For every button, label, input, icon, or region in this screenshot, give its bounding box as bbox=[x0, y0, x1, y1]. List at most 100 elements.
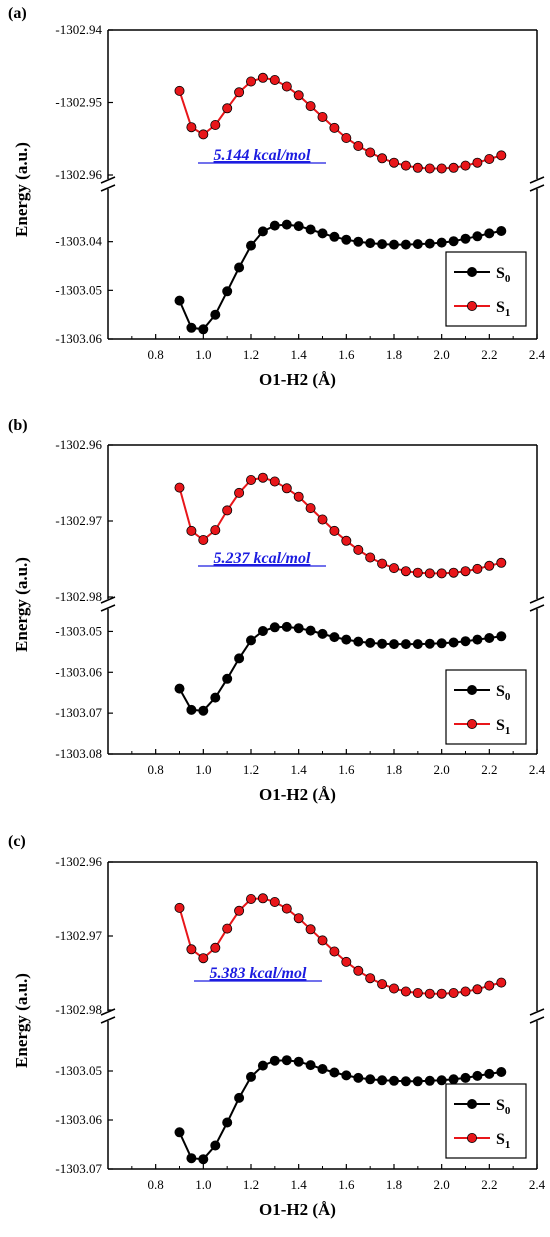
data-point-s0 bbox=[412, 1076, 423, 1087]
data-point-s1 bbox=[341, 535, 352, 546]
data-point-s0 bbox=[198, 324, 209, 335]
data-point-s1 bbox=[186, 122, 197, 133]
data-point-s1 bbox=[257, 72, 268, 83]
data-point-s0 bbox=[174, 295, 185, 306]
data-point-s0 bbox=[400, 239, 411, 250]
data-point-s0 bbox=[400, 639, 411, 650]
axis-break-mark bbox=[529, 1008, 545, 1016]
data-point-s1 bbox=[222, 103, 233, 114]
data-point-s1 bbox=[329, 122, 340, 133]
data-point-s0 bbox=[472, 634, 483, 645]
data-point-s0 bbox=[412, 639, 423, 650]
x-tick-label: 0.8 bbox=[148, 762, 164, 777]
legend: S0 S1 bbox=[445, 251, 527, 327]
data-point-s0 bbox=[222, 673, 233, 684]
legend-marker bbox=[466, 1133, 477, 1144]
data-point-s0 bbox=[257, 626, 268, 637]
y-tick-label: -1302.96 bbox=[55, 437, 102, 452]
legend-marker bbox=[466, 300, 477, 311]
x-tick-label: 1.2 bbox=[243, 762, 259, 777]
legend-label: S0 bbox=[496, 683, 511, 703]
data-point-s0 bbox=[448, 637, 459, 648]
data-point-s0 bbox=[472, 1070, 483, 1081]
data-point-s1 bbox=[210, 525, 221, 536]
x-tick-label: 2.0 bbox=[434, 347, 450, 362]
data-point-s1 bbox=[472, 157, 483, 168]
x-axis-label: O1-H2 (Å) bbox=[259, 370, 336, 389]
data-point-s0 bbox=[341, 634, 352, 645]
data-point-s1 bbox=[245, 894, 256, 905]
data-point-s0 bbox=[234, 1092, 245, 1103]
data-point-s1 bbox=[269, 476, 280, 487]
axis-break-mark bbox=[529, 1016, 545, 1024]
data-point-s0 bbox=[329, 632, 340, 643]
x-tick-label: 1.0 bbox=[195, 1177, 211, 1192]
data-point-s0 bbox=[341, 234, 352, 245]
x-tick-label: 0.8 bbox=[148, 1177, 164, 1192]
data-point-s0 bbox=[353, 236, 364, 247]
data-point-s1 bbox=[341, 956, 352, 967]
data-point-s1 bbox=[210, 942, 221, 953]
data-point-s0 bbox=[186, 704, 197, 715]
data-point-s0 bbox=[365, 1074, 376, 1085]
x-axis-label: O1-H2 (Å) bbox=[259, 1200, 336, 1219]
data-point-s1 bbox=[353, 544, 364, 555]
data-point-s0 bbox=[460, 636, 471, 647]
x-tick-label: 1.2 bbox=[243, 347, 259, 362]
data-point-s1 bbox=[329, 946, 340, 957]
data-point-s1 bbox=[436, 988, 447, 999]
data-point-s0 bbox=[329, 231, 340, 242]
data-point-s1 bbox=[388, 983, 399, 994]
x-tick-label: 0.8 bbox=[148, 347, 164, 362]
chart-panel: (a) 0.8 1.0 1.2 1.4 1.6 1.8 2.0 2.2 2.4 -1302.94 -1… bbox=[8, 5, 546, 389]
legend-box bbox=[445, 669, 527, 745]
x-tick-label: 1.8 bbox=[386, 1177, 402, 1192]
data-point-s1 bbox=[198, 129, 209, 140]
data-point-s1 bbox=[317, 112, 328, 123]
data-point-s1 bbox=[186, 944, 197, 955]
legend-label: S0 bbox=[496, 1097, 511, 1117]
data-point-s0 bbox=[245, 240, 256, 251]
y-tick-label: -1303.05 bbox=[55, 1063, 102, 1078]
data-point-s0 bbox=[222, 1117, 233, 1128]
data-point-s1 bbox=[388, 563, 399, 574]
legend-label: S1 bbox=[496, 1131, 510, 1151]
chart-panel: (c) 0.8 1.0 1.2 1.4 1.6 1.8 2.0 2.2 2.4 -1302.96 -1… bbox=[8, 833, 546, 1219]
data-point-s1 bbox=[222, 505, 233, 516]
legend-label: S1 bbox=[496, 717, 510, 737]
data-point-s1 bbox=[424, 568, 435, 579]
data-point-s1 bbox=[174, 85, 185, 96]
y-tick-label: -1303.08 bbox=[55, 746, 102, 761]
data-point-s0 bbox=[484, 633, 495, 644]
data-point-s1 bbox=[257, 472, 268, 483]
data-point-s1 bbox=[496, 977, 507, 988]
y-tick-label: -1302.97 bbox=[55, 928, 102, 943]
chart-panels: (a) 0.8 1.0 1.2 1.4 1.6 1.8 2.0 2.2 2.4 -1302.94 -1… bbox=[8, 5, 546, 1219]
data-point-s0 bbox=[365, 238, 376, 249]
data-point-s1 bbox=[293, 491, 304, 502]
data-point-s1 bbox=[293, 913, 304, 924]
data-point-s0 bbox=[484, 228, 495, 239]
data-point-s1 bbox=[436, 163, 447, 174]
data-point-s0 bbox=[210, 692, 221, 703]
data-point-s1 bbox=[412, 988, 423, 999]
data-point-s0 bbox=[186, 1153, 197, 1164]
y-tick-label: -1303.06 bbox=[55, 1112, 102, 1127]
series-line-s0 bbox=[178, 1059, 502, 1161]
y-tick-label: -1302.96 bbox=[55, 854, 102, 869]
data-point-s1 bbox=[305, 101, 316, 112]
data-point-s0 bbox=[305, 224, 316, 235]
data-point-s0 bbox=[377, 239, 388, 250]
panel-label: (a) bbox=[8, 5, 27, 22]
data-point-s0 bbox=[424, 1075, 435, 1086]
data-point-s1 bbox=[245, 474, 256, 485]
data-point-s1 bbox=[484, 980, 495, 991]
x-tick-label: 1.6 bbox=[338, 1177, 355, 1192]
data-point-s0 bbox=[269, 622, 280, 633]
y-tick-label: -1302.96 bbox=[55, 167, 102, 182]
data-point-s0 bbox=[436, 237, 447, 248]
energy-barrier-annotation: 5.383 kcal/mol bbox=[210, 965, 307, 982]
x-tick-label: 1.6 bbox=[338, 347, 355, 362]
data-point-s0 bbox=[269, 1055, 280, 1066]
